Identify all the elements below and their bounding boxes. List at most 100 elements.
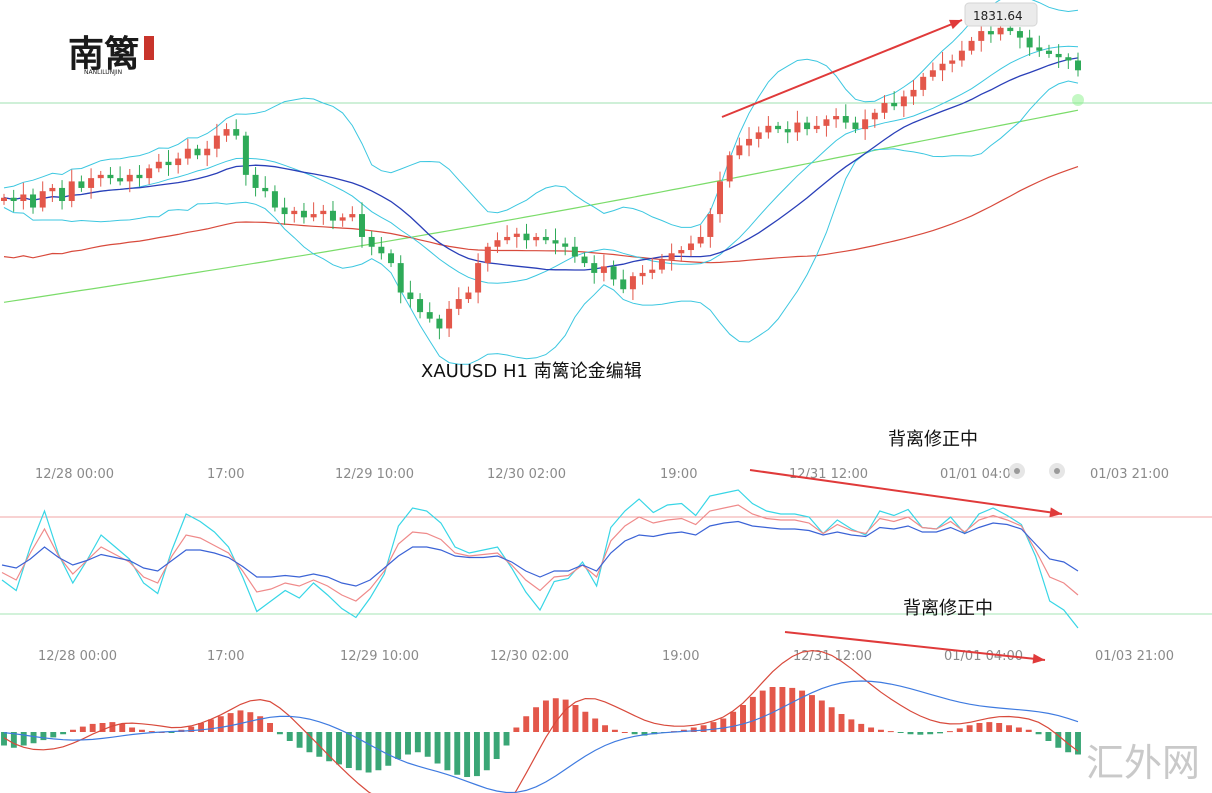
macd-histogram-bar	[227, 713, 234, 732]
candle-body	[687, 243, 694, 251]
candle-body	[987, 31, 994, 35]
candle-body	[359, 214, 365, 237]
macd-histogram-bar	[759, 690, 766, 732]
candle-body	[813, 125, 820, 130]
candle-body	[620, 279, 627, 290]
macd-histogram-bar	[858, 723, 865, 732]
candle	[436, 314, 443, 340]
candle-body	[697, 236, 704, 244]
candle	[504, 225, 511, 245]
candle-body	[658, 259, 665, 270]
candle	[359, 202, 365, 248]
candle-body	[1045, 50, 1052, 54]
candle-body	[310, 214, 317, 218]
candle-body	[765, 125, 772, 133]
candle-body	[300, 210, 307, 218]
rsi-time-label: 12/28 00:00	[35, 467, 114, 482]
rsi-time-label: 01/01 04:00	[940, 467, 1019, 482]
macd-histogram-bar	[473, 732, 480, 777]
candle-body	[949, 60, 956, 64]
candle	[252, 167, 259, 197]
candle	[862, 109, 869, 140]
rsi-time-label: 12/29 10:00	[335, 467, 414, 482]
candle	[968, 36, 975, 55]
candle-body	[717, 181, 723, 215]
macd-histogram-bar	[641, 732, 648, 736]
candle-body	[446, 308, 453, 329]
candle-body	[552, 240, 559, 244]
macd-histogram-bar	[434, 732, 441, 764]
candle	[291, 206, 298, 223]
macd-histogram-bar	[740, 705, 746, 732]
candle-body	[465, 292, 472, 300]
macd-histogram-bar	[749, 696, 756, 732]
candle-body	[281, 207, 288, 215]
candle-body	[1, 197, 7, 202]
macd-histogram-bar	[345, 732, 352, 768]
candle-body	[59, 187, 66, 202]
macd-histogram-bar	[99, 723, 106, 732]
macd-divergence-arrow	[784, 631, 1046, 664]
macd-histogram-bar	[602, 725, 609, 732]
candle-body	[581, 256, 588, 264]
rsi-divergence-arrow	[749, 469, 1063, 518]
bollinger-middle	[3, 45, 1079, 284]
macd-histogram-bar	[986, 722, 993, 732]
macd-histogram-bar	[286, 732, 293, 741]
macd-histogram-bar	[976, 723, 983, 732]
candle	[126, 168, 133, 193]
candle	[88, 168, 95, 199]
macd-histogram-bar	[405, 732, 411, 755]
brand-logo: 南篱 NANLILUNJIN	[68, 33, 154, 76]
candle-body	[562, 243, 569, 247]
candle	[939, 51, 946, 82]
candle	[59, 180, 66, 210]
macd-histogram-bar	[109, 722, 116, 732]
logo-mark: 南篱	[68, 33, 140, 75]
candle-body	[30, 194, 37, 208]
candle-body	[513, 233, 520, 237]
macd-histogram-bar	[552, 698, 559, 732]
candle-body	[204, 148, 211, 156]
panel-control-buttons[interactable]	[1009, 463, 1065, 479]
macd-histogram-bar	[257, 716, 264, 732]
macd-histogram-bar	[10, 732, 17, 748]
candle	[639, 265, 646, 285]
macd-histogram-bar	[89, 723, 96, 732]
chart-title: XAUUSD H1 南篱论金编辑	[421, 361, 642, 382]
candle	[184, 138, 191, 165]
macd-histogram-bar	[1015, 727, 1022, 732]
candle-body	[1026, 37, 1033, 48]
macd-histogram-bar	[454, 732, 461, 775]
candle-body	[117, 178, 124, 182]
macd-time-label: 01/03 21:00	[1095, 649, 1174, 664]
candle-body	[39, 191, 46, 208]
candle-body	[862, 119, 869, 130]
candle	[20, 182, 27, 210]
candle	[136, 165, 143, 187]
candle-body	[78, 181, 85, 188]
macd-histogram-bar	[700, 725, 707, 732]
macd-histogram-bar	[385, 732, 392, 766]
candle	[194, 144, 201, 160]
macd-dea-line	[3, 680, 1079, 793]
candle	[349, 206, 356, 222]
macd-time-label: 19:00	[662, 649, 699, 664]
macd-histogram-bar	[375, 732, 382, 771]
candle-body	[504, 236, 511, 241]
macd-histogram-bar	[1035, 732, 1042, 735]
rsi-divergence-arrow-shaft	[749, 469, 1063, 515]
candle-body	[571, 246, 578, 257]
candlestick-panel	[0, 0, 1212, 365]
logo-seal-icon	[144, 36, 154, 60]
candle	[204, 140, 211, 167]
macd-histogram-bar	[937, 732, 944, 734]
candle	[881, 95, 888, 119]
candle	[697, 225, 704, 248]
candle	[368, 231, 375, 256]
candle-body	[175, 158, 182, 166]
macd-histogram-bar	[493, 732, 500, 759]
macd-histogram-bar	[237, 710, 244, 732]
candle	[707, 208, 714, 248]
macd-histogram-bar	[789, 687, 796, 732]
